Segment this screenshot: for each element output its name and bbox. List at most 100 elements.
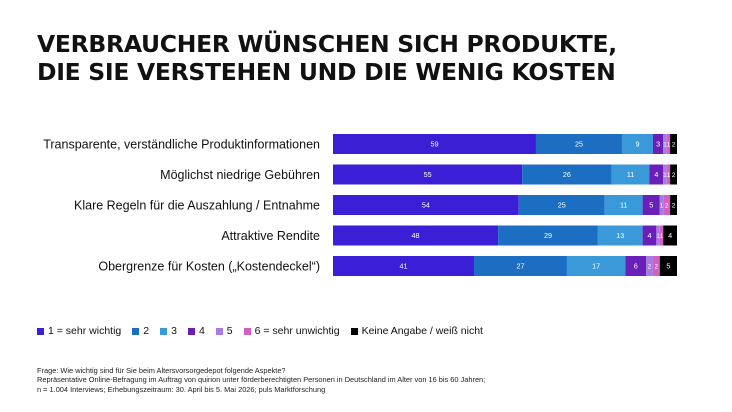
footnote: Frage: Wie wichtig sind für Sie beim Alt… xyxy=(37,366,717,394)
title-line-1: VERBRAUCHER WÜNSCHEN SICH PRODUKTE, xyxy=(37,30,617,58)
legend-swatch xyxy=(187,327,195,335)
bar-segment xyxy=(659,225,664,246)
bar-segment xyxy=(498,225,598,246)
bar-segment xyxy=(663,134,667,154)
legend-item: 2 xyxy=(132,325,149,337)
bar-segment xyxy=(666,134,671,154)
bar-segment xyxy=(522,164,612,185)
data-label: 27 xyxy=(516,262,524,271)
data-label: 5 xyxy=(649,201,653,210)
bar-segment xyxy=(663,164,667,185)
legend-item: Keine Angabe / weiß nicht xyxy=(350,325,483,337)
data-label: 2 xyxy=(655,264,659,271)
chart-legend: 1 = sehr wichtig 2 3 4 5 6 = sehr unwichtig Ke… xyxy=(37,325,483,337)
bar-segment xyxy=(597,225,643,246)
bar-segment xyxy=(659,195,664,215)
data-label: 1 xyxy=(656,233,660,240)
data-label: 25 xyxy=(558,201,566,210)
bar-segment xyxy=(333,225,499,246)
data-label: 2 xyxy=(665,203,669,210)
category-label: Transparente, verständliche Produktinfor… xyxy=(43,138,320,152)
bar-segment xyxy=(642,225,657,246)
bar-segment xyxy=(474,256,567,276)
category-label: Attraktive Rendite xyxy=(221,229,320,243)
data-label: 3 xyxy=(656,140,660,149)
legend-item: 3 xyxy=(160,325,177,337)
page-title: VERBRAUCHER WÜNSCHEN SICH PRODUKTE, DIE … xyxy=(37,30,717,86)
data-label: 4 xyxy=(654,170,658,179)
legend-item: 4 xyxy=(187,325,205,337)
data-label: 2 xyxy=(672,203,676,210)
bar-segment xyxy=(642,195,660,215)
data-label: 48 xyxy=(412,231,420,240)
data-label: 2 xyxy=(672,142,676,149)
category-label: Klare Regeln für die Auszahlung / Entnah… xyxy=(74,199,320,213)
bar-segment xyxy=(670,164,677,185)
bar-segment xyxy=(663,195,671,215)
data-label: 11 xyxy=(627,170,634,179)
data-label: 4 xyxy=(668,231,672,240)
bar-segment xyxy=(621,134,653,154)
bar-segment xyxy=(333,164,523,185)
data-label: 5 xyxy=(666,262,670,271)
bar-segment xyxy=(670,134,677,154)
legend-swatch xyxy=(37,327,44,335)
legend-label: 1 = sehr wichtig xyxy=(48,325,122,337)
data-label: 1 xyxy=(663,142,667,149)
data-label: 26 xyxy=(563,170,571,179)
bar-segment xyxy=(611,164,650,185)
data-label: 2 xyxy=(648,264,652,271)
legend-item: 1 = sehr wichtig xyxy=(37,325,121,337)
bar-segment xyxy=(333,195,519,215)
data-label: 1 xyxy=(660,203,664,210)
data-label: 1 xyxy=(660,233,664,240)
bar-segment xyxy=(625,256,647,276)
data-label: 2 xyxy=(672,172,676,179)
data-label: 25 xyxy=(575,140,583,149)
data-label: 4 xyxy=(647,231,651,240)
data-label: 1 xyxy=(667,142,671,149)
data-label: 41 xyxy=(400,262,408,271)
data-label: 54 xyxy=(422,201,430,210)
legend-label: 3 xyxy=(171,325,177,337)
footnote-question: Frage: Wie wichtig sind für Sie beim Alt… xyxy=(37,366,286,375)
data-label: 1 xyxy=(667,172,671,179)
data-label: 55 xyxy=(424,170,432,179)
stacked-bar-chart: Transparente, verständliche Produktinfor… xyxy=(43,134,677,276)
legend-label: 4 xyxy=(198,325,205,337)
bar-segment xyxy=(604,195,643,215)
bar-segment xyxy=(652,134,664,154)
legend-item: 6 = sehr unwichtig xyxy=(243,325,340,337)
data-label: 1 xyxy=(663,172,667,179)
legend-label: 5 xyxy=(226,325,233,337)
data-label: 11 xyxy=(620,201,627,210)
legend-swatch xyxy=(243,327,251,335)
bar-segment xyxy=(566,256,626,276)
bar-segment xyxy=(518,195,605,215)
bar-segment xyxy=(663,225,677,246)
legend-label: 2 xyxy=(143,325,150,337)
bar-segment xyxy=(652,256,660,276)
footnote-method: Repräsentative Online-Befragung im Auftr… xyxy=(37,375,486,385)
bar-segment xyxy=(656,225,660,246)
category-label: Obergrenze für Kosten („Kostendeckel“) xyxy=(98,260,320,274)
bar-segment xyxy=(333,134,536,154)
bar-segment xyxy=(659,256,677,276)
legend-swatch xyxy=(215,327,223,335)
legend-swatch xyxy=(160,327,168,335)
legend-label: Keine Angabe / weiß nicht xyxy=(361,325,483,337)
category-label: Möglichst niedrige Gebühren xyxy=(160,168,320,182)
data-label: 59 xyxy=(430,140,438,149)
data-label: 17 xyxy=(592,262,600,271)
data-label: 6 xyxy=(634,262,638,271)
bar-segment xyxy=(649,164,664,185)
bar-segment xyxy=(670,195,677,215)
data-label: 13 xyxy=(616,231,624,240)
bar-segment xyxy=(666,164,671,185)
bar-segment xyxy=(333,256,475,276)
footnote-sample: n = 1.004 Interviews; Erhebungszeitraum:… xyxy=(37,384,326,394)
legend-item: 5 xyxy=(215,325,233,337)
data-label: 9 xyxy=(635,140,639,149)
title-line-2: DIE SIE VERSTEHEN UND DIE WENIG KOSTEN xyxy=(37,58,616,86)
legend-label: 6 = sehr unwichtig xyxy=(254,325,340,337)
